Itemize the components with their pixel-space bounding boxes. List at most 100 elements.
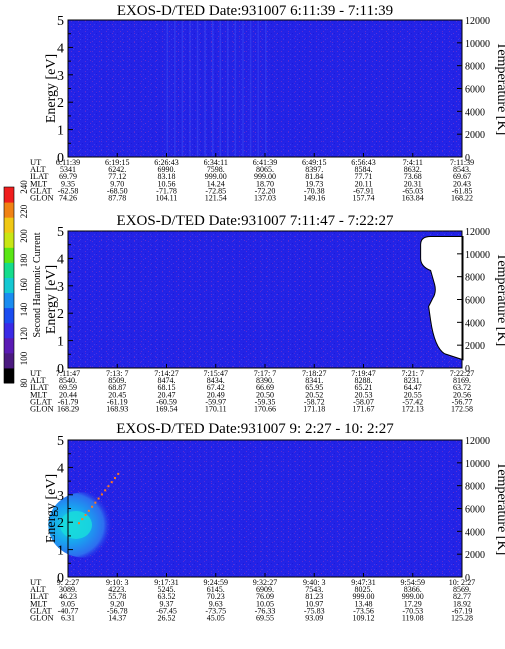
- table-cell: 9:32:27: [253, 578, 277, 587]
- table-cell: -72.85: [205, 186, 226, 195]
- colorbar-label: Second Harmonic Current: [32, 232, 43, 337]
- y2tick-label: 0: [465, 364, 470, 375]
- table-cell: 69.67: [453, 172, 471, 181]
- y-axis-label: Energy [eV]: [44, 474, 59, 543]
- colorbar-segment: [4, 187, 14, 203]
- table-cell: 6:41:39: [253, 158, 277, 167]
- ytick-label: 2: [57, 307, 64, 322]
- table-cell: 45.05: [207, 614, 225, 623]
- table-cell: 20.44: [59, 390, 77, 399]
- table-cell: 82.77: [453, 592, 471, 601]
- table-row-label: ILAT: [30, 591, 49, 601]
- table-cell: 8366.: [404, 585, 422, 594]
- ytick-label: 4: [57, 41, 64, 56]
- table-cell: 7:15:47: [204, 369, 228, 378]
- table-cell: 169.54: [156, 405, 178, 414]
- streak: [234, 20, 237, 157]
- y2tick-label: 0: [465, 573, 470, 584]
- table-cell: -59.97: [205, 397, 226, 406]
- table-cell: 137.03: [254, 194, 276, 203]
- table-cell: 8509.: [108, 376, 126, 385]
- table-cell: 170.66: [254, 405, 276, 414]
- table-cell: 20.52: [305, 390, 323, 399]
- streak: [242, 20, 244, 157]
- streak: [181, 20, 184, 157]
- table-cell: 109.12: [353, 614, 375, 623]
- table-cell: 19.73: [305, 179, 323, 188]
- stripe-point: [113, 476, 116, 479]
- table-cell: 8397.: [305, 165, 323, 174]
- stripe-point: [97, 497, 100, 500]
- ytick-label: 3: [57, 280, 64, 295]
- y2tick-label: 6000: [465, 85, 485, 96]
- chart-panel-3: EXOS-D/TED Date:931007 9: 2:27 - 10: 2:2…: [30, 421, 505, 623]
- table-cell: 20.55: [404, 390, 422, 399]
- table-cell: 6:34:11: [204, 158, 228, 167]
- table-cell: 168.22: [451, 194, 473, 203]
- colorbar-frame: [3, 186, 15, 384]
- plot-area: [68, 20, 462, 157]
- streak: [174, 20, 176, 157]
- table-cell: -67.45: [156, 606, 177, 615]
- table-cell: 81.23: [305, 592, 323, 601]
- table-cell: 77.71: [355, 172, 373, 181]
- colorbar-tick-label: 200: [19, 229, 29, 243]
- table-cell: 7:17: 7: [254, 369, 276, 378]
- table-cell: 9.70: [110, 179, 124, 188]
- table-cell: 9:40: 3: [303, 578, 325, 587]
- colorbar-segment: [4, 352, 14, 369]
- table-cell: 8288.: [355, 376, 373, 385]
- colorbar-tick-label: 220: [19, 204, 29, 218]
- stripe-point: [94, 501, 97, 504]
- colorbar-tick-label: 140: [19, 302, 29, 316]
- table-cell: 168.29: [57, 405, 79, 414]
- table-cell: 14.24: [207, 179, 225, 188]
- table-cell: 7:14:27: [154, 369, 178, 378]
- table-cell: -73.56: [353, 606, 374, 615]
- colorbar-tick-label: 160: [19, 278, 29, 292]
- y-axis-label: Energy [eV]: [44, 54, 59, 123]
- table-cell: -67.91: [353, 186, 374, 195]
- data-gap-region: [420, 235, 464, 361]
- table-cell: 168.93: [106, 405, 128, 414]
- y2tick-label: 4000: [465, 107, 485, 118]
- table-cell: -70.53: [402, 606, 423, 615]
- table-cell: -61.19: [107, 397, 128, 406]
- plot-area: [68, 231, 464, 368]
- stripe-point: [81, 518, 84, 521]
- y-axis-label: Energy [eV]: [44, 265, 59, 334]
- table-cell: 8065.: [256, 165, 274, 174]
- y2tick-label: 10000: [465, 39, 490, 50]
- ytick-label: 0: [57, 571, 64, 586]
- stripe-point: [107, 485, 110, 488]
- chart-title: EXOS-D/TED Date:931007 7:11:47 - 7:22:27: [117, 213, 394, 229]
- table-cell: 171.18: [303, 405, 325, 414]
- table-cell: 13.48: [355, 599, 373, 608]
- table-cell: 67.42: [207, 383, 225, 392]
- streak: [211, 20, 214, 157]
- table-row-label: GLAT: [30, 185, 53, 195]
- table-cell: 171.67: [353, 405, 375, 414]
- y2tick-label: 2000: [465, 550, 485, 561]
- table-cell: 65.21: [355, 383, 373, 392]
- y2tick-label: 6000: [465, 296, 485, 307]
- table-row-label: MLT: [30, 389, 48, 399]
- colorbar-segment: [4, 217, 14, 233]
- table-cell: 10: 2:27: [449, 578, 475, 587]
- ytick-label: 1: [57, 335, 64, 350]
- table-cell: 999.00: [254, 172, 276, 181]
- table-cell: 10.05: [256, 599, 274, 608]
- colorbar-segment: [4, 232, 14, 248]
- table-cell: -70.38: [304, 186, 325, 195]
- table-cell: 104.11: [156, 194, 178, 203]
- table-cell: -76.33: [255, 606, 276, 615]
- table-cell: -57.42: [402, 397, 423, 406]
- table-cell: 9:10: 3: [106, 578, 128, 587]
- stripe-point: [100, 493, 103, 496]
- streak: [196, 20, 199, 157]
- colorbar-segment: [4, 202, 14, 218]
- table-cell: 7:11:39: [450, 158, 474, 167]
- ytick-label: 1: [57, 124, 64, 139]
- table-cell: -68.50: [107, 186, 128, 195]
